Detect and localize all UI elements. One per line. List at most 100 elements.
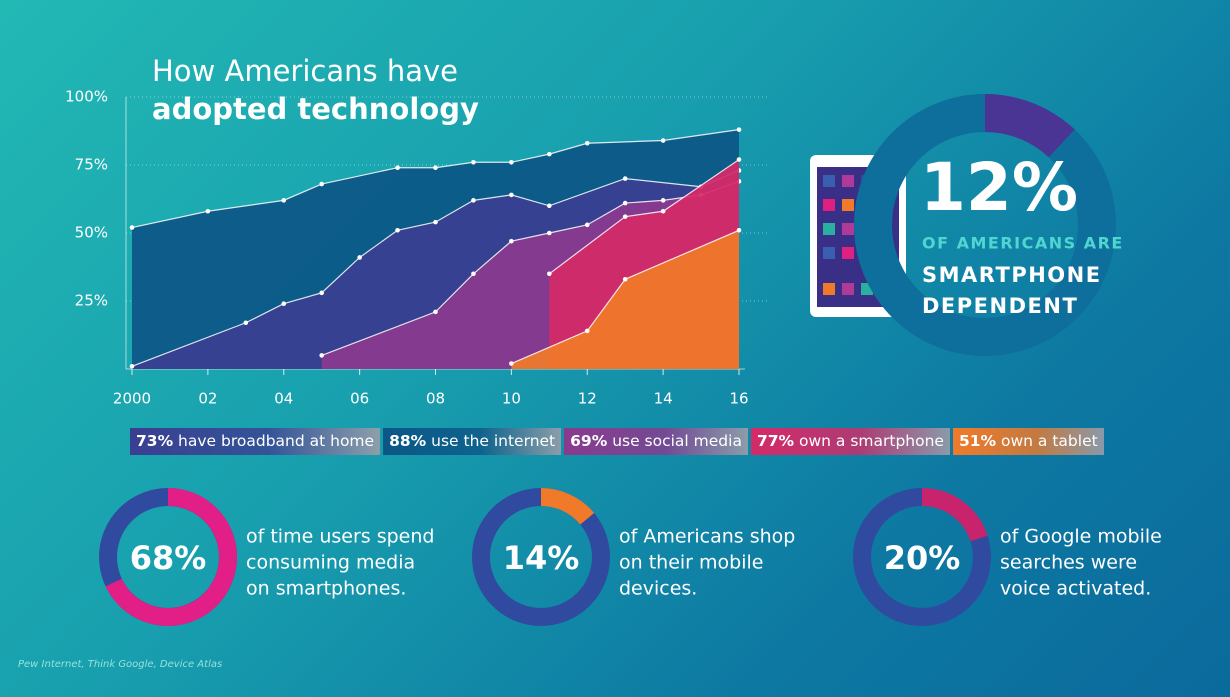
app-icon — [823, 175, 835, 187]
donut-arc — [921, 488, 988, 542]
stat-value: 12% — [920, 149, 1078, 226]
data-point — [736, 127, 742, 132]
data-point — [471, 198, 476, 203]
x-tick-label: 14 — [654, 390, 673, 408]
stat-caption: consuming media — [246, 552, 415, 574]
source: Pew Internet, Think Google, Device Atlas — [18, 659, 222, 670]
series-line — [548, 159, 740, 275]
data-point — [547, 151, 552, 157]
stat-caption: OF AMERICANS ARE — [922, 234, 1124, 253]
data-point — [509, 192, 514, 198]
x-tick-label: 16 — [729, 390, 748, 408]
legend-entry: 69% use social media — [564, 428, 748, 455]
stat-caption: on smartphones. — [246, 578, 406, 600]
x-tick-label: 10 — [502, 390, 521, 408]
data-point — [660, 138, 666, 143]
app-icon — [842, 175, 854, 187]
data-point — [736, 227, 742, 233]
series-line — [511, 229, 740, 365]
app-icon — [842, 199, 854, 211]
data-point — [433, 219, 438, 225]
data-point — [433, 309, 438, 315]
legend-label: own a smartphone — [799, 432, 944, 450]
data-point — [547, 271, 552, 277]
app-icon — [842, 247, 854, 259]
legend-label: use the internet — [431, 432, 556, 450]
data-point — [584, 140, 590, 146]
series-line — [131, 129, 740, 229]
x-tick-label: 12 — [578, 390, 597, 408]
stat-value: 14% — [503, 539, 580, 577]
stat-caption: SMARTPHONE — [922, 263, 1102, 287]
legend-value: 88% — [389, 432, 427, 450]
data-point — [471, 159, 476, 165]
data-point — [395, 165, 400, 171]
data-point — [281, 301, 287, 307]
legend-value: 51% — [958, 432, 997, 450]
data-point — [319, 353, 324, 358]
app-icon — [842, 223, 854, 235]
app-icon — [823, 247, 835, 259]
data-point — [319, 290, 324, 296]
data-point — [243, 320, 249, 326]
data-point — [509, 361, 514, 366]
legend-value: 73% — [136, 432, 174, 450]
y-tick-label: 75% — [75, 156, 108, 174]
stat-caption: of time users spend — [246, 526, 434, 548]
legend-entry: 73% have broadband at home — [130, 428, 381, 455]
legend-entry: 88% use the internet — [383, 428, 562, 455]
app-icon — [823, 283, 835, 295]
y-tick-label: 100% — [65, 88, 108, 106]
data-point — [584, 328, 590, 334]
x-tick-label: 02 — [198, 390, 217, 408]
data-point — [433, 165, 438, 171]
app-icon — [842, 283, 854, 295]
y-tick-label: 25% — [75, 292, 108, 310]
data-point — [319, 181, 324, 187]
data-point — [509, 238, 514, 244]
data-point — [736, 157, 742, 162]
data-point — [622, 214, 628, 219]
stat-value: 20% — [884, 539, 961, 577]
donut-arc — [984, 94, 1075, 158]
data-point — [660, 208, 666, 214]
legend: 73% have broadband at home 88% use the in… — [130, 428, 1104, 455]
stat-caption: on their mobile — [619, 552, 763, 574]
data-point — [509, 159, 514, 165]
stat-value: 68% — [130, 539, 207, 577]
chart-title: How Americans have — [152, 54, 458, 88]
area — [511, 230, 739, 369]
data-point — [471, 271, 476, 277]
stat-caption: DEPENDENT — [922, 294, 1078, 318]
donut-arc — [540, 488, 595, 525]
data-point — [129, 363, 135, 369]
stat-caption: voice activated. — [1000, 578, 1151, 600]
data-point — [357, 255, 362, 260]
data-point — [622, 176, 628, 181]
legend-value: 69% — [570, 432, 608, 450]
legend-entry: 51% own a tablet — [952, 428, 1104, 455]
data-point — [547, 230, 552, 236]
legend-value: 77% — [756, 432, 795, 450]
stat-caption: of Americans shop — [619, 526, 795, 548]
legend-label: use social media — [612, 432, 742, 450]
data-point — [129, 225, 135, 230]
data-point — [395, 227, 400, 233]
data-point — [622, 276, 628, 282]
donut-arc — [105, 488, 237, 626]
data-point — [660, 198, 666, 203]
data-point — [547, 203, 552, 209]
data-point — [281, 198, 287, 203]
y-tick-label: 50% — [75, 224, 108, 242]
legend-label: own a tablet — [1001, 432, 1098, 450]
stat-caption: devices. — [619, 578, 697, 600]
x-tick-label: 06 — [350, 390, 369, 408]
app-icon — [823, 199, 835, 211]
x-tick-label: 08 — [426, 390, 445, 408]
stat-caption: of Google mobile — [1000, 526, 1162, 548]
x-tick-label: 2000 — [113, 390, 151, 408]
data-point — [622, 200, 628, 206]
chart-title: adopted technology — [152, 92, 479, 126]
